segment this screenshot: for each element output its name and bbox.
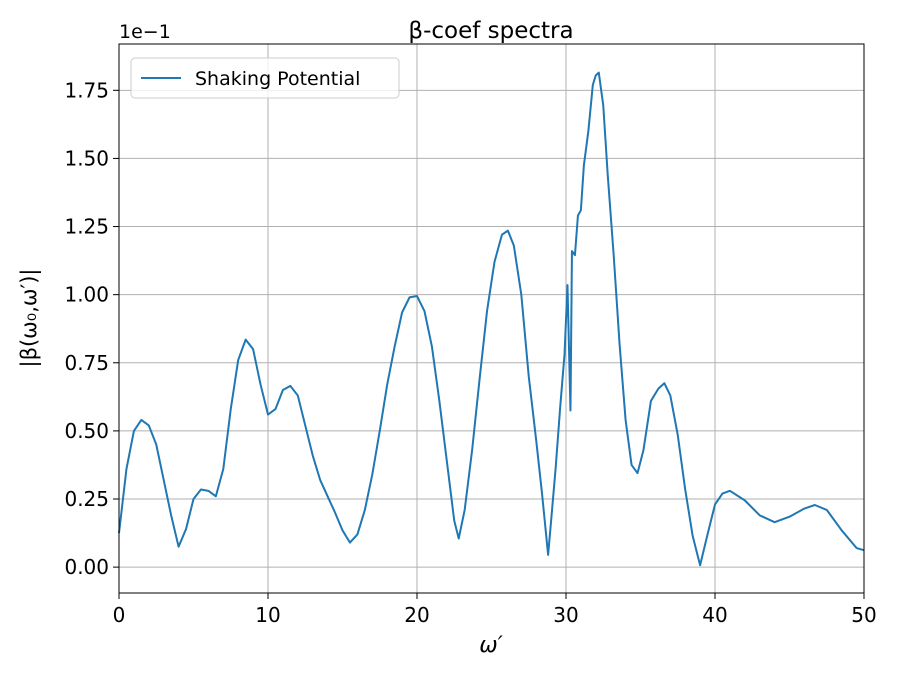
plot-frame <box>118 43 865 594</box>
data-line <box>118 71 865 567</box>
y-tick-label: 1.00 <box>64 283 109 307</box>
x-axis-label: ω′ <box>479 633 502 658</box>
y-tick-label: 0.75 <box>64 351 109 375</box>
legend-box <box>130 57 400 99</box>
x-tick-label: 30 <box>553 603 578 627</box>
x-tick-label: 50 <box>851 603 876 627</box>
y-tick-label: 0.00 <box>64 555 109 579</box>
y-offset-label: 1e−1 <box>119 21 171 43</box>
x-tick-label: 40 <box>702 603 727 627</box>
y-tick-label: 0.25 <box>64 487 109 511</box>
y-tick-label: 0.50 <box>64 419 109 443</box>
x-tick-label: 10 <box>255 603 280 627</box>
y-tick-label: 1.50 <box>64 146 109 170</box>
x-tick-label: 0 <box>113 603 126 627</box>
x-tick-label: 20 <box>404 603 429 627</box>
legend-label: Shaking Potential <box>195 68 360 90</box>
y-tick-label: 1.75 <box>64 78 109 102</box>
y-axis-label: |β(ω₀,ω′)| <box>17 269 42 368</box>
y-tick-label: 1.25 <box>64 215 109 239</box>
chart-title: β-coef spectra <box>408 18 573 44</box>
